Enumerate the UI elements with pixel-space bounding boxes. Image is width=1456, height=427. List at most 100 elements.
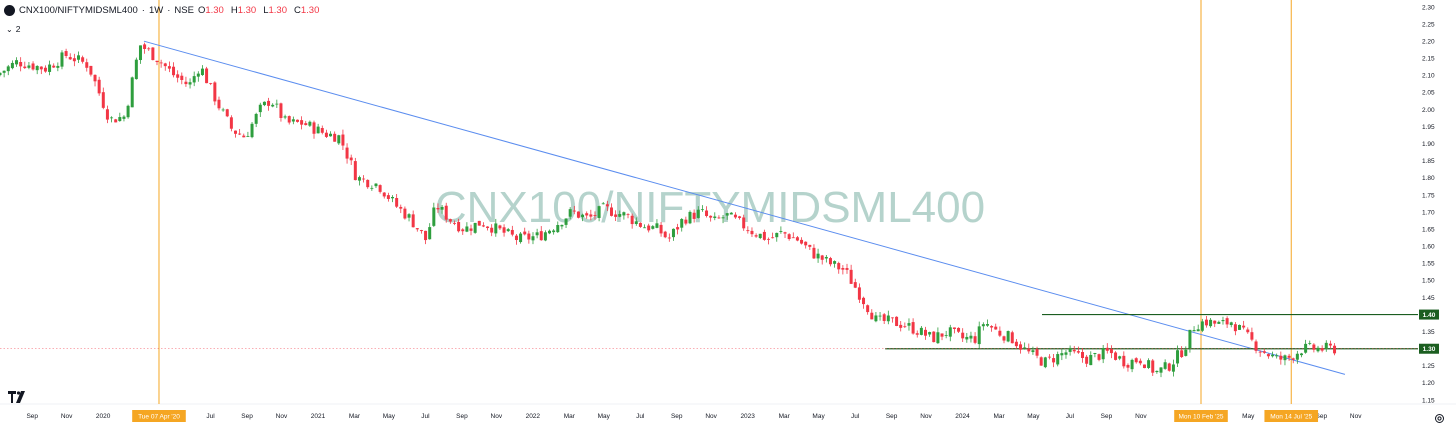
candle-up [651, 226, 655, 229]
candle-up [1324, 342, 1328, 349]
candle-down [163, 63, 167, 67]
ohlc-high: H1.30 [231, 5, 259, 16]
candle-down [676, 227, 680, 230]
candle-up [622, 212, 626, 216]
candle-down [990, 326, 994, 328]
candle-down [477, 220, 481, 226]
candle-down [151, 47, 155, 61]
settings-gear-icon[interactable] [1434, 413, 1445, 424]
time-tick-label: Nov [276, 413, 288, 420]
candle-down [324, 132, 328, 137]
candle-down [419, 230, 423, 232]
candle-up [886, 315, 890, 322]
candle-down [692, 212, 696, 219]
candle-up [833, 261, 837, 264]
candle-up [192, 76, 196, 83]
time-tick-label: Sep [671, 413, 683, 420]
candle-up [283, 116, 287, 118]
candle-down [1180, 350, 1184, 358]
candle-down [882, 314, 886, 321]
candle-down [609, 207, 613, 216]
candle-down [1250, 332, 1254, 340]
time-tick-label: May [383, 413, 396, 420]
candle-up [2, 70, 6, 73]
candle-up [118, 117, 122, 122]
candle-up [1271, 354, 1275, 357]
candle-down [362, 178, 366, 180]
candle-down [961, 332, 965, 339]
candle-down [593, 215, 597, 216]
candle-down [1213, 320, 1217, 324]
candle-down [1019, 344, 1023, 350]
ohlc-close-value: 1.30 [300, 4, 320, 16]
candle-down [684, 219, 688, 224]
candle-down [1225, 318, 1229, 325]
candle-down [31, 63, 35, 70]
candle-down [1047, 356, 1051, 358]
price-tick-label: 2.10 [1422, 73, 1435, 80]
price-tick-label: 2.00 [1422, 107, 1435, 114]
candle-down [143, 44, 147, 49]
candle-down [862, 297, 866, 305]
candle-up [10, 62, 14, 69]
candle-up [581, 214, 585, 218]
candle-down [349, 157, 353, 161]
interval-label[interactable]: 1W [148, 4, 164, 16]
candle-down [461, 229, 465, 232]
candle-up [134, 59, 138, 80]
candle-down [486, 226, 490, 229]
candle-up [246, 136, 250, 138]
candle-down [808, 244, 812, 247]
time-axis[interactable]: Sep Nov 2020 Mar Jul Sep Nov 2021 Mar May Jul Sep No… [26, 413, 1362, 420]
candle-down [213, 82, 217, 102]
axis-badges: 1.40 1.30 Tue 07 Apr '20 Mon 10 Feb '25 Mon … [132, 309, 1439, 422]
candle-up [357, 177, 361, 181]
candle-up [407, 214, 411, 218]
candle-up [1101, 348, 1105, 360]
candle-down [1279, 355, 1283, 360]
separator: · [141, 4, 145, 16]
candle-up [329, 133, 333, 137]
candle-up [15, 60, 19, 65]
trendline [143, 40, 1346, 375]
tradingview-logo-icon[interactable] [8, 391, 28, 403]
candle-down [234, 130, 238, 134]
candle-up [48, 64, 52, 72]
date-marker-badge [132, 410, 186, 422]
candle-down [841, 268, 845, 270]
ohlc-low: L1.30 [263, 5, 290, 16]
candle-down [899, 324, 903, 328]
candle-up [196, 73, 200, 77]
candle-down [924, 329, 928, 336]
candle-down [853, 282, 857, 288]
candle-down [952, 327, 956, 329]
candle-down [1246, 329, 1250, 333]
candle-up [944, 335, 948, 336]
time-tick-label: Jul [851, 413, 860, 420]
candle-down [415, 228, 419, 230]
candle-up [1147, 360, 1151, 368]
candle-down [915, 333, 919, 335]
ohlc-open-value: 1.30 [205, 4, 224, 16]
candle-up [1221, 320, 1225, 322]
ohlc-open: O1.30 [198, 5, 227, 16]
candle-down [101, 92, 105, 108]
candle-up [775, 232, 779, 238]
ohlc-close: C1.30 [294, 5, 322, 16]
candle-up [721, 217, 725, 219]
symbol-name[interactable]: CNX100/NIFTYMIDSML400 [19, 4, 138, 16]
indicators-toggle[interactable]: ⌄ 2 [6, 24, 20, 34]
candle-down [638, 222, 642, 227]
candle-down [746, 230, 750, 232]
candle-down [957, 327, 961, 332]
candle-down [1039, 357, 1043, 366]
candle-up [188, 82, 192, 85]
candle-up [1155, 370, 1159, 373]
candle-up [1043, 357, 1047, 368]
candle-down [572, 210, 576, 212]
candle-up [370, 187, 374, 189]
candle-down [605, 204, 609, 207]
time-tick-label: Nov [61, 413, 73, 420]
candle-down [994, 326, 998, 330]
